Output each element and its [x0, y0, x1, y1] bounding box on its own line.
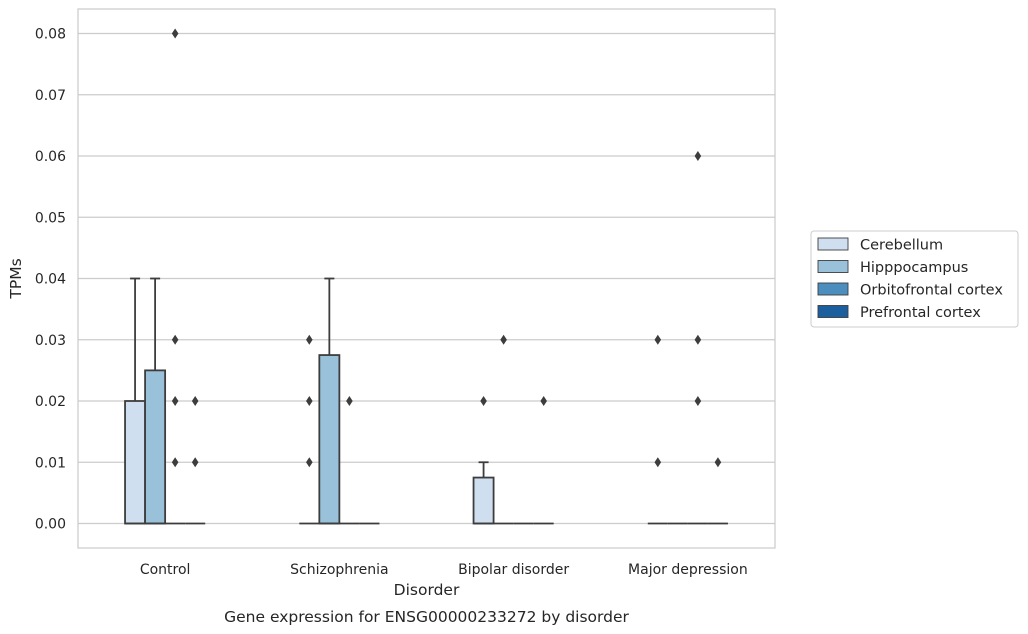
outlier-marker — [171, 334, 179, 345]
plot-area-frame — [77, 8, 776, 549]
box-group — [647, 334, 668, 525]
box-group — [165, 28, 186, 525]
box-group — [144, 277, 167, 525]
legend-swatch — [817, 260, 849, 273]
legend-frame — [810, 230, 1019, 328]
grid-lines — [78, 32, 775, 525]
legend-label: Prefrontal cortex — [860, 305, 981, 321]
box-group — [299, 334, 320, 525]
outlier-marker — [171, 396, 179, 406]
outlier-marker — [714, 457, 722, 468]
y-tick-label: 0.04 — [35, 272, 66, 288]
box-group — [533, 396, 554, 525]
box-group — [472, 396, 495, 525]
box — [144, 369, 167, 525]
outlier-marker — [540, 396, 547, 406]
outlier-marker — [306, 457, 313, 468]
legend-label: Orbitofrontal cortex — [860, 283, 1003, 299]
chart-caption: Gene expression for ENSG00000233272 by d… — [224, 608, 629, 626]
legend-label: Hipppocampus — [860, 260, 968, 276]
x-axis-ticks: Control Schizophrenia Bipolar disorder Majo… — [140, 562, 748, 578]
box-group — [687, 151, 708, 525]
outlier-marker — [171, 457, 179, 468]
y-axis-ticks: 0.00 0.01 0.02 0.03 0.04 0.05 0.06 0.07 0.08 — [35, 27, 66, 533]
legend: Cerebellum Hipppocampus Orbitofrontal cort… — [810, 230, 1019, 328]
y-tick-label: 0.01 — [35, 455, 66, 471]
outlier-marker — [171, 28, 179, 39]
outlier-marker — [654, 334, 662, 345]
outlier-marker — [694, 151, 702, 161]
box-group — [339, 396, 360, 525]
x-tick-label: Major depression — [628, 562, 748, 578]
x-tick-label: Bipolar disorder — [458, 562, 569, 578]
y-tick-label: 0.03 — [35, 333, 66, 349]
box-series — [124, 28, 728, 525]
outlier-marker — [654, 457, 662, 468]
box-group — [318, 277, 341, 525]
y-tick-label: 0.02 — [35, 394, 66, 410]
outlier-marker — [191, 457, 199, 468]
outlier-marker — [346, 396, 353, 406]
legend-swatch — [817, 282, 849, 296]
outlier-marker — [306, 334, 313, 345]
x-axis-label: Disorder — [394, 581, 460, 599]
outlier-marker — [694, 396, 702, 406]
outlier-marker — [480, 396, 487, 406]
outlier-marker — [500, 334, 507, 345]
y-tick-label: 0.05 — [35, 210, 66, 226]
box — [472, 476, 495, 525]
box-group — [493, 334, 514, 525]
outlier-marker — [191, 396, 199, 406]
x-tick-label: Schizophrenia — [290, 562, 388, 578]
outlier-marker — [306, 396, 313, 406]
outlier-marker — [694, 334, 702, 345]
legend-label: Cerebellum — [860, 238, 943, 254]
legend-swatch — [817, 305, 849, 318]
x-tick-label: Control — [140, 562, 191, 578]
box — [124, 400, 146, 525]
legend-swatch — [817, 237, 849, 251]
box-group — [707, 457, 728, 525]
y-tick-label: 0.07 — [35, 88, 66, 104]
y-tick-label: 0.08 — [35, 27, 66, 43]
y-axis-label: TPMs — [7, 258, 25, 299]
y-tick-label: 0.00 — [35, 517, 66, 533]
box — [318, 354, 341, 525]
box-group — [185, 396, 206, 525]
box-group — [124, 277, 146, 525]
y-tick-label: 0.06 — [35, 149, 66, 165]
